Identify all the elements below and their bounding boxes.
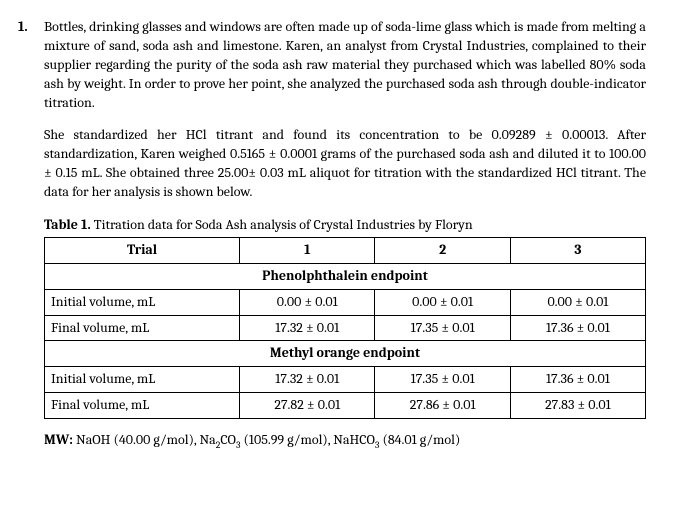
cell: 27.82 ± 0.01: [240, 393, 375, 419]
cell: 17.32 ± 0.01: [240, 315, 375, 341]
row-label: Final volume, mL: [45, 393, 240, 419]
question-number: 1.: [18, 18, 44, 452]
header-trial: Trial: [45, 237, 240, 263]
table-row: Final volume, mL 27.82 ± 0.01 27.86 ± 0.…: [45, 393, 646, 419]
row-label: Initial volume, mL: [45, 289, 240, 315]
cell: 0.00 ± 0.01: [240, 289, 375, 315]
question-body: Bottles, drinking glasses and windows ar…: [44, 18, 646, 452]
section-row: Phenolphthalein endpoint: [45, 263, 646, 289]
section-row: Methyl orange endpoint: [45, 341, 646, 367]
header-col-1: 1: [240, 237, 375, 263]
caption-label: Table 1.: [44, 216, 91, 233]
row-label: Initial volume, mL: [45, 367, 240, 393]
cell: 17.35 ± 0.01: [375, 367, 510, 393]
mw-text: (105.99 g/mol), NaHCO: [240, 431, 374, 448]
paragraph-1: Bottles, drinking glasses and windows ar…: [44, 18, 646, 112]
cell: 0.00 ± 0.01: [510, 289, 645, 315]
titration-table: Trial 1 2 3 Phenolphthalein endpoint Ini…: [44, 237, 646, 419]
molecular-weights: MW: NaOH (40.00 g/mol), Na2CO3 (105.99 g…: [44, 431, 646, 452]
header-col-3: 3: [510, 237, 645, 263]
mw-text: CO: [220, 431, 236, 448]
section-methyl-orange: Methyl orange endpoint: [45, 341, 646, 367]
cell: 17.36 ± 0.01: [510, 367, 645, 393]
mw-text: NaOH (40.00 g/mol), Na: [73, 431, 216, 448]
cell: 27.83 ± 0.01: [510, 393, 645, 419]
table-caption: Table 1. Titration data for Soda Ash ana…: [44, 216, 646, 235]
mw-label: MW:: [44, 431, 73, 448]
header-col-2: 2: [375, 237, 510, 263]
paragraph-2: She standardized her HCl titrant and fou…: [44, 126, 646, 202]
table-row: Initial volume, mL 17.32 ± 0.01 17.35 ± …: [45, 367, 646, 393]
cell: 27.86 ± 0.01: [375, 393, 510, 419]
section-phenolphthalein: Phenolphthalein endpoint: [45, 263, 646, 289]
caption-text: Titration data for Soda Ash analysis of …: [91, 216, 473, 233]
table-header-row: Trial 1 2 3: [45, 237, 646, 263]
cell: 17.35 ± 0.01: [375, 315, 510, 341]
row-label: Final volume, mL: [45, 315, 240, 341]
cell: 17.32 ± 0.01: [240, 367, 375, 393]
table-row: Final volume, mL 17.32 ± 0.01 17.35 ± 0.…: [45, 315, 646, 341]
cell: 0.00 ± 0.01: [375, 289, 510, 315]
cell: 17.36 ± 0.01: [510, 315, 645, 341]
table-row: Initial volume, mL 0.00 ± 0.01 0.00 ± 0.…: [45, 289, 646, 315]
mw-text: (84.01 g/mol): [379, 431, 460, 448]
question-block: 1. Bottles, drinking glasses and windows…: [18, 18, 646, 452]
